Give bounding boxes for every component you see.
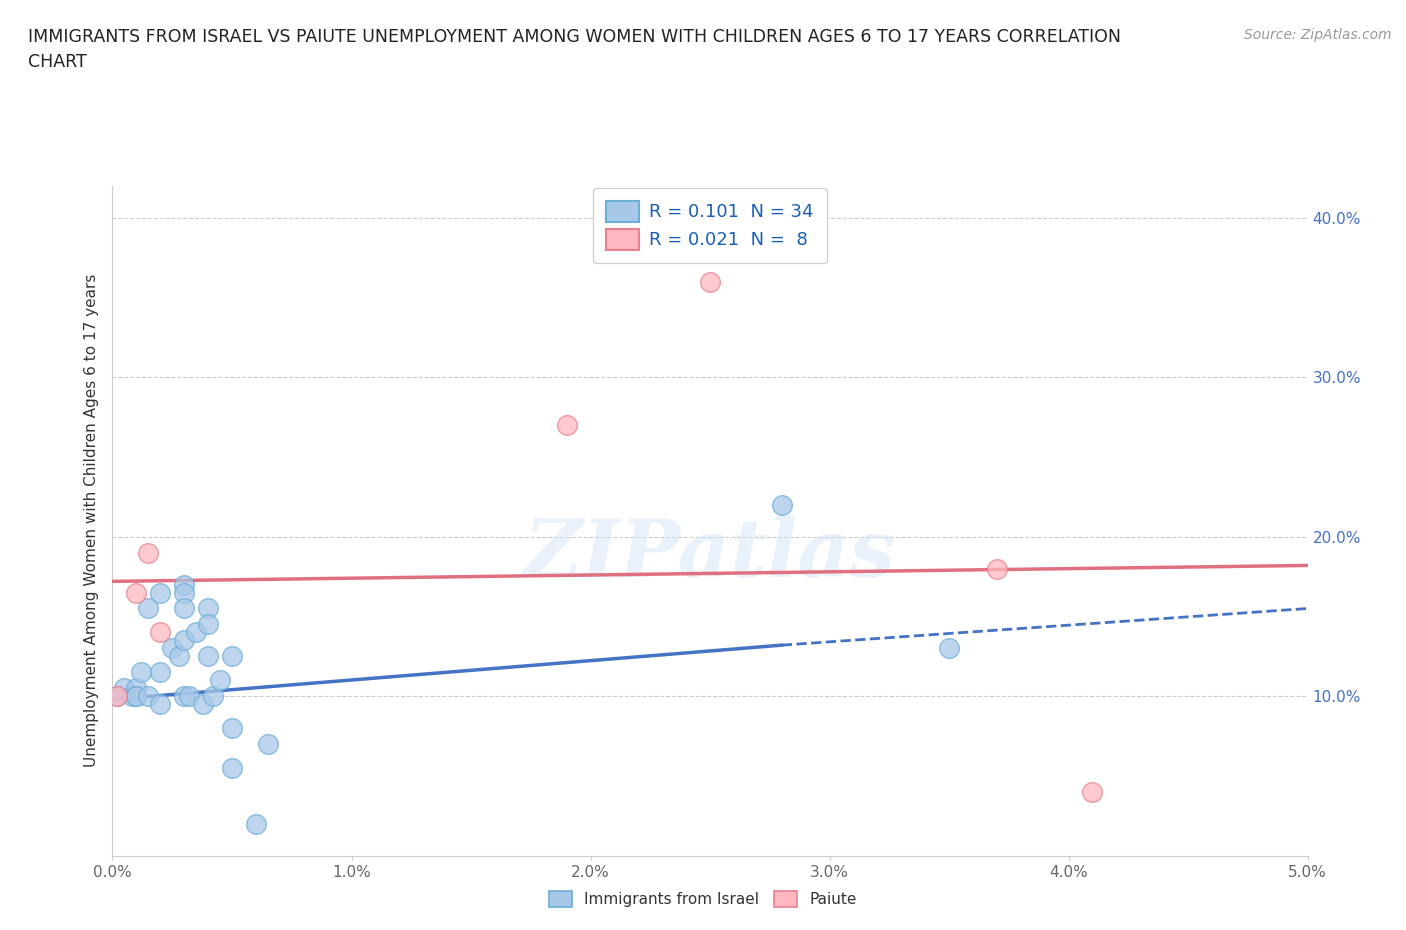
Point — [173, 689, 195, 704]
Point — [208, 672, 231, 687]
Point — [169, 649, 191, 664]
Point — [221, 761, 243, 776]
Point — [197, 617, 219, 631]
Point — [173, 601, 195, 616]
Point — [1081, 784, 1104, 799]
Point — [149, 585, 172, 600]
Point — [986, 561, 1008, 576]
Point — [221, 721, 243, 736]
Point — [173, 585, 195, 600]
Point — [555, 418, 578, 432]
Point — [105, 689, 128, 704]
Legend: R = 0.101  N = 34, R = 0.021  N =  8: R = 0.101 N = 34, R = 0.021 N = 8 — [593, 189, 827, 262]
Point — [221, 649, 243, 664]
Point — [201, 689, 224, 704]
Point — [257, 737, 280, 751]
Point — [173, 578, 195, 592]
Point — [699, 274, 721, 289]
Legend: Immigrants from Israel, Paiute: Immigrants from Israel, Paiute — [543, 884, 863, 913]
Point — [125, 585, 148, 600]
Point — [197, 601, 219, 616]
Point — [138, 689, 160, 704]
Point — [177, 689, 200, 704]
Point — [121, 689, 143, 704]
Point — [193, 697, 215, 711]
Point — [197, 649, 219, 664]
Point — [125, 689, 148, 704]
Point — [149, 625, 172, 640]
Point — [770, 498, 793, 512]
Y-axis label: Unemployment Among Women with Children Ages 6 to 17 years: Unemployment Among Women with Children A… — [84, 274, 100, 767]
Point — [129, 665, 152, 680]
Point — [245, 817, 267, 831]
Point — [149, 697, 172, 711]
Point — [114, 681, 135, 696]
Point — [138, 601, 160, 616]
Point — [138, 545, 160, 560]
Text: ZIPatlas: ZIPatlas — [524, 515, 896, 593]
Point — [938, 641, 960, 656]
Point — [173, 633, 195, 648]
Point — [149, 665, 172, 680]
Point — [162, 641, 183, 656]
Point — [105, 689, 128, 704]
Text: Source: ZipAtlas.com: Source: ZipAtlas.com — [1244, 28, 1392, 42]
Point — [125, 681, 148, 696]
Point — [125, 689, 148, 704]
Text: IMMIGRANTS FROM ISRAEL VS PAIUTE UNEMPLOYMENT AMONG WOMEN WITH CHILDREN AGES 6 T: IMMIGRANTS FROM ISRAEL VS PAIUTE UNEMPLO… — [28, 28, 1121, 71]
Point — [186, 625, 208, 640]
